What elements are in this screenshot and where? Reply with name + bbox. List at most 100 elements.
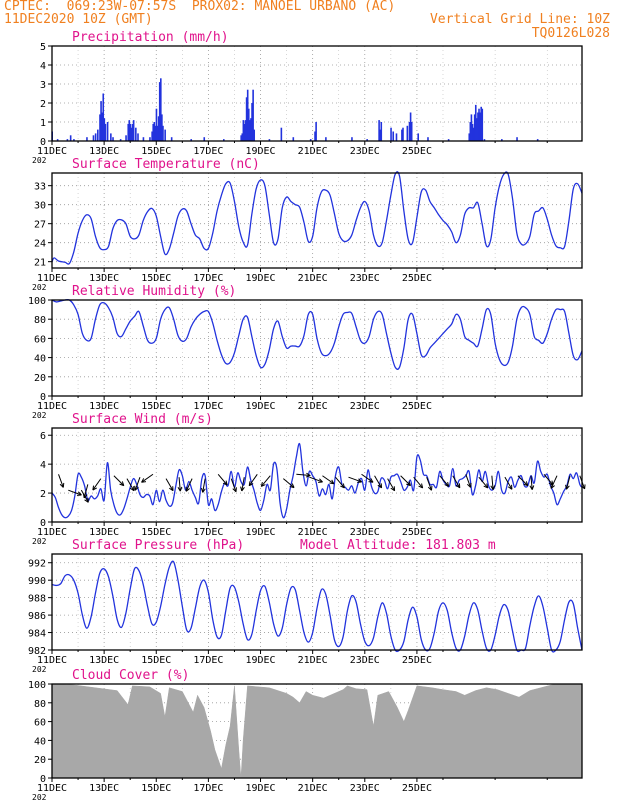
y-tick-label: 2 — [40, 99, 46, 110]
wind-arrow — [565, 475, 571, 490]
y-tick-label: 80 — [34, 315, 46, 326]
precip-bar — [99, 114, 101, 141]
header: CPTEC: 069:23W-07:57S PROX02: MANOEL URB… — [0, 0, 618, 46]
wind-arrow-head — [261, 484, 266, 487]
wind-arrow-head — [92, 487, 98, 491]
x-tick-label: 15DEC — [141, 783, 171, 794]
wind-arrow-head — [550, 485, 555, 489]
precip-bar — [246, 89, 249, 141]
wind-arrow-head — [92, 485, 95, 491]
y-tick-label: 60 — [34, 334, 46, 345]
wind-arrow-shaft — [68, 489, 82, 496]
precip-bar — [104, 123, 107, 141]
precip-bar — [392, 131, 395, 141]
precip-bar — [247, 108, 250, 141]
precip-bar — [427, 137, 429, 141]
x-tick-label: 11DEC — [37, 527, 67, 538]
wind-arrow — [361, 473, 374, 483]
wind-arrow-head — [529, 485, 533, 490]
x-tick-label: 23DEC — [350, 783, 380, 794]
x-tick-label: 17DEC — [193, 655, 223, 666]
precip-bar — [153, 122, 156, 141]
wind-arrow-head — [119, 483, 124, 487]
precip-bar — [161, 114, 163, 141]
wind-arrow-shaft — [185, 478, 193, 492]
wind-arrow — [165, 478, 174, 492]
x-tick-label: 11DEC — [37, 273, 67, 284]
wind-arrow-shaft — [517, 475, 529, 486]
wind-arrow-shaft — [530, 475, 533, 490]
wind-arrow — [309, 476, 323, 483]
x-tick-label: 13DEC — [89, 783, 119, 794]
wind-arrow-head — [377, 484, 382, 489]
precip-bar — [135, 127, 137, 141]
precip-bar — [241, 133, 244, 141]
wind-arrow-shaft — [400, 475, 411, 486]
grid-line-note: Vertical Grid Line: 10Z — [429, 12, 610, 27]
wind-arrow-shaft — [296, 473, 311, 476]
wind-arrow-head — [525, 481, 529, 486]
wind-arrow-head — [358, 478, 363, 483]
precip-bar — [66, 139, 69, 141]
panel-title: Precipitation (mm/h) — [72, 30, 229, 45]
y-tick-label: 992 — [28, 559, 46, 570]
wind-arrow-head — [368, 481, 374, 483]
panel-title: Surface Wind (m/s) — [72, 412, 213, 427]
y-tick-label: 60 — [34, 718, 46, 729]
wind-arrow-shaft — [413, 476, 424, 489]
x-tick-label: 19DEC — [245, 655, 275, 666]
precip-bar — [222, 139, 225, 141]
y-tick-label: 80 — [34, 699, 46, 710]
panel-4: 0 2 4 6 11DEC 13DEC 15DEC 17DEC 19DEC 21DEC 23DEC 2… — [32, 412, 586, 546]
wind-arrow — [374, 475, 383, 489]
precip-bar — [112, 137, 114, 141]
wind-arrow — [185, 478, 193, 492]
y-tick-label: 30 — [34, 201, 46, 212]
wind-arrow — [92, 478, 102, 491]
wind-arrow-shaft — [465, 474, 472, 488]
wind-arrow — [230, 478, 237, 493]
wind-arrow — [348, 476, 363, 483]
x-tick-label: 13DEC — [89, 146, 119, 157]
wind-arrow-head — [121, 481, 125, 486]
wind-arrow — [126, 478, 135, 492]
y-tick-label: 100 — [28, 296, 46, 307]
precip-bar — [390, 127, 392, 141]
wind-arrow — [134, 476, 141, 491]
wind-arrow-head — [565, 484, 567, 490]
wind-arrow-shaft — [92, 478, 102, 491]
x-tick-label: 17DEC — [193, 146, 223, 157]
precip-bar — [86, 137, 88, 141]
x-tick-label: 23DEC — [350, 146, 380, 157]
precip-bar — [94, 133, 97, 141]
precip-bar — [137, 133, 139, 141]
x-tick-label: 25DEC — [402, 401, 432, 412]
wind-arrow-head — [200, 487, 204, 493]
precip-bar — [472, 127, 475, 141]
panel-3: 0 20 40 60 80 100 11DEC 13DEC 15DEC 17DEC 19DEC 21D… — [28, 284, 583, 420]
precip-bar — [476, 118, 478, 141]
wind-arrow-head — [77, 491, 82, 496]
x-tick-label: 13DEC — [89, 273, 119, 284]
y-tick-label: 33 — [34, 182, 46, 193]
precip-bar — [378, 120, 380, 141]
wind-arrow-shaft — [565, 475, 571, 490]
wind-arrow-shaft — [141, 473, 154, 483]
wind-arrow-head — [319, 478, 323, 483]
x-tick-label: 25DEC — [402, 655, 432, 666]
year-label: 202 — [32, 537, 47, 546]
precip-bar — [151, 131, 153, 141]
wind-arrow — [322, 475, 335, 485]
wind-arrow-head — [82, 493, 85, 499]
y-tick-label: 0 — [40, 137, 46, 148]
precip-bar — [131, 123, 134, 141]
panel-2: 21 24 27 30 33 11DEC 13DEC 15DEC 17DEC 19DEC 21DEC… — [32, 157, 583, 292]
x-tick-label: 15DEC — [141, 527, 171, 538]
x-tick-label: 19DEC — [245, 783, 275, 794]
x-tick-label: 13DEC — [89, 401, 119, 412]
precip-bar — [132, 120, 135, 141]
precip-bar — [106, 122, 109, 141]
precip-bar — [351, 137, 353, 141]
precip-bar — [314, 131, 316, 141]
wind-arrow — [68, 489, 82, 496]
